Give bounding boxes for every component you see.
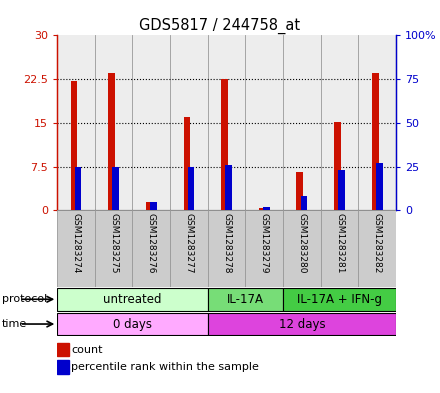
Text: protocol: protocol [2, 294, 48, 304]
Bar [57, 35, 95, 210]
FancyBboxPatch shape [321, 210, 358, 287]
FancyBboxPatch shape [283, 288, 396, 310]
Bar [358, 35, 396, 210]
Bar [208, 35, 246, 210]
Bar [108, 73, 115, 210]
Text: IL-17A: IL-17A [227, 293, 264, 306]
FancyBboxPatch shape [57, 210, 95, 287]
Bar [132, 35, 170, 210]
FancyBboxPatch shape [358, 210, 396, 287]
Bar [321, 35, 358, 210]
Bar [95, 35, 132, 210]
Text: GSM1283275: GSM1283275 [109, 213, 118, 274]
Text: untreated: untreated [103, 293, 162, 306]
Bar [283, 35, 321, 210]
Bar [70, 81, 77, 210]
Text: GDS5817 / 244758_at: GDS5817 / 244758_at [139, 18, 301, 34]
FancyBboxPatch shape [208, 313, 396, 335]
Bar [112, 167, 119, 210]
Bar [297, 173, 303, 210]
Text: time: time [2, 319, 27, 329]
Bar [57, 343, 69, 356]
FancyBboxPatch shape [208, 288, 283, 310]
Text: IL-17A + IFN-g: IL-17A + IFN-g [297, 293, 382, 306]
Bar [221, 79, 228, 210]
FancyBboxPatch shape [132, 210, 170, 287]
Text: GSM1283277: GSM1283277 [184, 213, 194, 274]
Bar [170, 35, 208, 210]
FancyBboxPatch shape [246, 210, 283, 287]
FancyBboxPatch shape [57, 288, 208, 310]
Text: GSM1283276: GSM1283276 [147, 213, 156, 274]
Bar [183, 117, 191, 210]
Bar [246, 35, 283, 210]
Bar [338, 170, 345, 210]
Bar [146, 202, 153, 210]
Bar [376, 163, 383, 210]
Text: GSM1283282: GSM1283282 [373, 213, 381, 274]
FancyBboxPatch shape [57, 313, 208, 335]
Bar [75, 167, 81, 210]
FancyBboxPatch shape [208, 210, 246, 287]
Bar [334, 122, 341, 210]
FancyBboxPatch shape [95, 210, 132, 287]
Bar [225, 165, 232, 210]
Text: GSM1283281: GSM1283281 [335, 213, 344, 274]
Text: 0 days: 0 days [113, 318, 152, 331]
Text: GSM1283279: GSM1283279 [260, 213, 269, 274]
Bar [150, 202, 157, 210]
Bar [57, 360, 69, 374]
Text: GSM1283278: GSM1283278 [222, 213, 231, 274]
Bar [263, 207, 270, 210]
Bar [301, 196, 307, 210]
Text: GSM1283280: GSM1283280 [297, 213, 306, 274]
Bar [187, 167, 194, 210]
FancyBboxPatch shape [283, 210, 321, 287]
Text: percentile rank within the sample: percentile rank within the sample [71, 362, 259, 372]
Text: count: count [71, 345, 103, 354]
FancyBboxPatch shape [170, 210, 208, 287]
Bar [372, 73, 378, 210]
Text: 12 days: 12 days [279, 318, 325, 331]
Text: GSM1283274: GSM1283274 [72, 213, 81, 274]
Bar [259, 208, 266, 210]
